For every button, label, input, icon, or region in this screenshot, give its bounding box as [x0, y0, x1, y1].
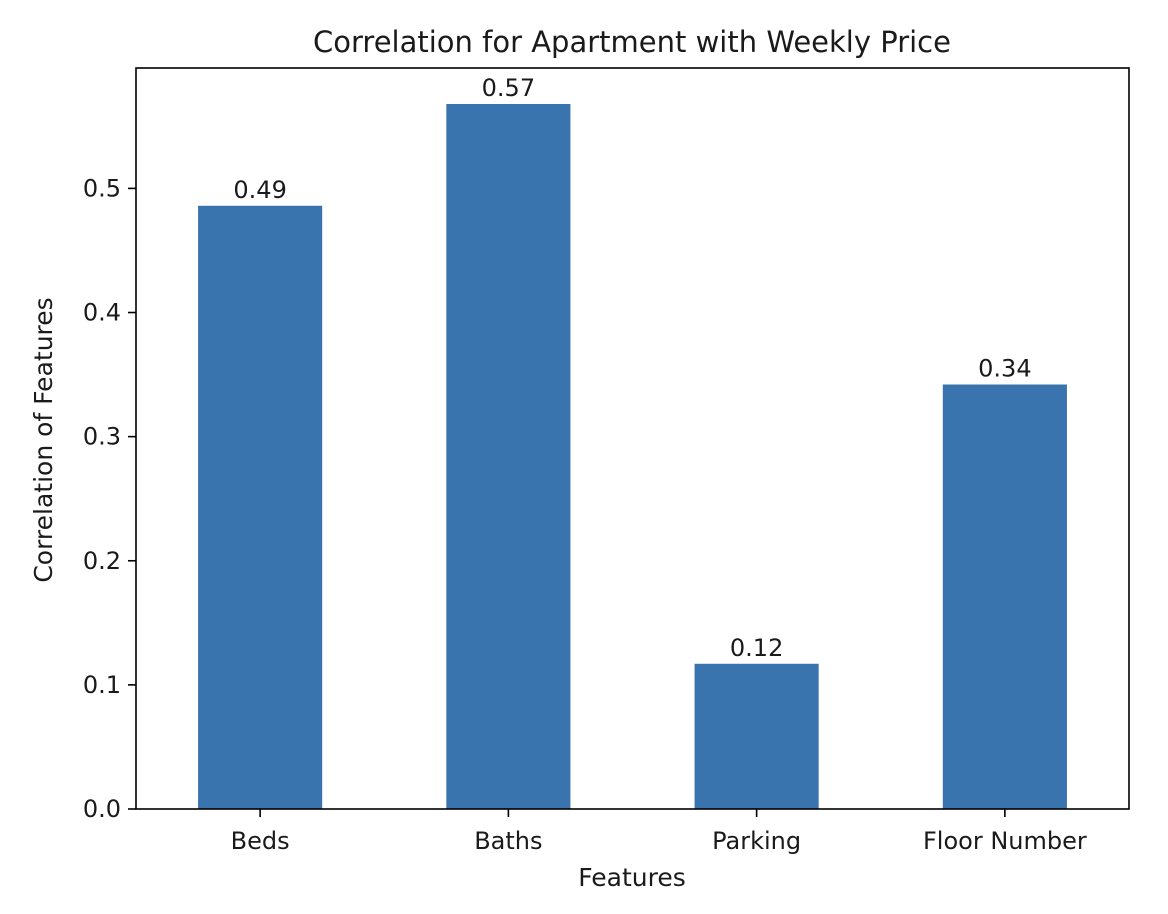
bar-baths: [446, 103, 571, 809]
data-label-baths: 0.57: [482, 74, 535, 102]
y-tick-label-3: 0.3: [83, 423, 121, 451]
x-axis-title: Features: [578, 863, 686, 892]
bar-parking: [694, 663, 819, 809]
bar-floor-number: [942, 384, 1067, 809]
y-tick-label-4: 0.4: [83, 299, 121, 327]
x-tick-label-beds: Beds: [231, 827, 290, 855]
y-tick-label-1: 0.1: [83, 671, 121, 699]
chart-title: Correlation for Apartment with Weekly Pr…: [313, 25, 951, 59]
x-tick-label-floor-number: Floor Number: [923, 827, 1087, 855]
y-tick-label-5: 0.5: [83, 174, 121, 202]
x-tick-label-baths: Baths: [474, 827, 542, 855]
y-axis: 0.0 0.1 0.2 0.3 0.4 0.5: [83, 174, 136, 823]
data-labels-layer: 0.49 0.57 0.12 0.34: [233, 74, 1031, 662]
x-axis: Beds Baths Parking Floor Number: [231, 809, 1087, 855]
bar-beds: [198, 205, 323, 809]
data-label-floor-number: 0.34: [978, 355, 1031, 383]
y-tick-label-0: 0.0: [83, 795, 121, 823]
plot-area-frame: [135, 67, 1130, 810]
data-label-beds: 0.49: [233, 176, 286, 204]
y-axis-title: Correlation of Features: [29, 297, 58, 582]
y-tick-label-2: 0.2: [83, 547, 121, 575]
bars-layer: [198, 103, 1067, 809]
data-label-parking: 0.12: [730, 634, 783, 662]
x-tick-label-parking: Parking: [712, 827, 801, 855]
